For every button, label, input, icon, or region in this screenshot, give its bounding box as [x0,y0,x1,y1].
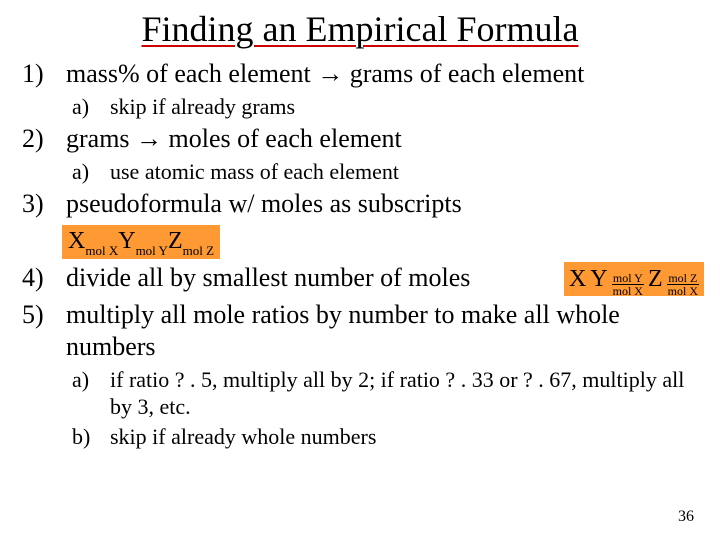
item-2-text: grams → moles of each element [66,124,402,153]
slide-title: Finding an Empirical Formula [12,8,708,50]
rf-z: Z [648,264,663,294]
item-5-sub: if ratio ? . 5, multiply all by 2; if ra… [66,366,704,451]
main-list: mass% of each element → grams of each el… [12,58,708,221]
page-number: 36 [678,508,694,526]
item-2: grams → moles of each element use atomic… [16,123,704,185]
rf-y: Y [590,264,607,294]
pseudoformula-row: Xmol XYmol YZmol Z [62,225,708,259]
main-list-2: divide all by smallest number of moles X… [12,262,708,451]
pf-z-sub: mol Z [183,243,214,258]
item-5: multiply all mole ratios by number to ma… [16,299,704,451]
item-5a: if ratio ? . 5, multiply all by 2; if ra… [66,366,704,421]
rf-frac2: mol Zmol X [667,272,699,298]
item-2-sub: use atomic mass of each element [66,158,704,186]
item-1-sub: skip if already grams [66,93,704,121]
pf-x-sub: mol X [85,243,118,258]
ratio-formula-box: XYmol Ymol XZmol Zmol X [564,262,704,296]
rf-frac1: mol Ymol X [612,272,644,298]
item-3: pseudoformula w/ moles as subscripts [16,188,704,221]
item-1: mass% of each element → grams of each el… [16,58,704,120]
pf-y: Y [118,228,135,254]
item-5b: skip if already whole numbers [66,423,704,451]
rf-x: X [569,264,586,294]
item-4-text: divide all by smallest number of moles [66,262,470,295]
item-4: divide all by smallest number of moles X… [16,262,704,296]
pf-x: X [68,228,85,254]
item-1-text: mass% of each element → grams of each el… [66,59,584,88]
pseudoformula-box: Xmol XYmol YZmol Z [62,225,220,259]
slide: Finding an Empirical Formula mass% of ea… [0,0,720,540]
item-4-row: divide all by smallest number of moles X… [66,262,704,296]
pf-z: Z [168,228,183,254]
pf-y-sub: mol Y [136,243,168,258]
item-5-text: multiply all mole ratios by number to ma… [66,300,620,362]
item-2a: use atomic mass of each element [66,158,704,186]
item-1a: skip if already grams [66,93,704,121]
item-3-text: pseudoformula w/ moles as subscripts [66,189,462,218]
